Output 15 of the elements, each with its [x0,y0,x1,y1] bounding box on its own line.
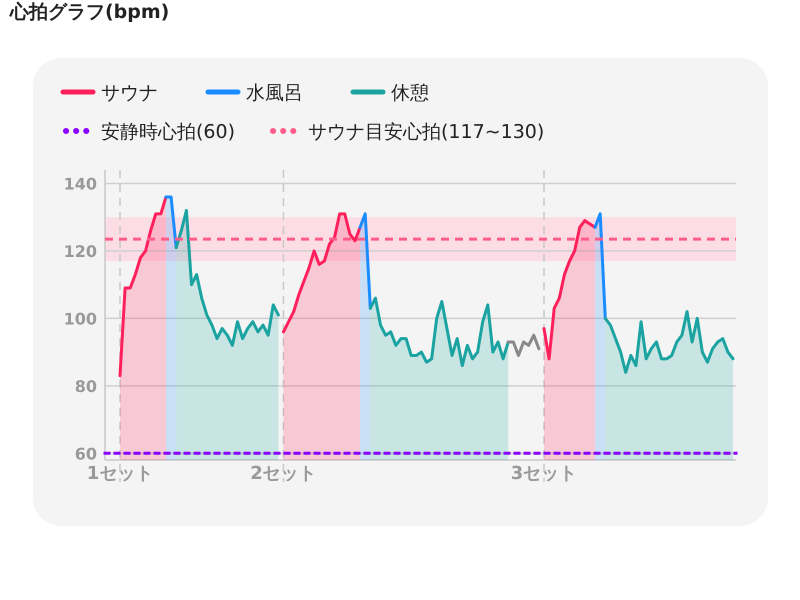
chart-title: 心拍グラフ(bpm) [9,1,170,23]
legend-label: 安静時心拍(60) [101,121,236,143]
legend-label: 水風呂 [246,82,303,104]
y-tick-label: 120 [64,242,97,261]
x-tick-label: 3セット [510,463,578,484]
y-tick-label: 140 [64,174,97,194]
legend-label: サウナ [101,82,158,104]
legend-label: 休憩 [391,82,429,104]
legend-label: サウナ目安心拍(117~130) [308,121,544,143]
y-tick-label: 100 [64,309,97,328]
x-tick-label: 2セット [250,463,317,484]
line-series [506,334,540,357]
x-tick-label: 1セット [86,463,154,484]
y-tick-label: 80 [74,376,97,396]
y-tick-label: 60 [74,444,97,464]
